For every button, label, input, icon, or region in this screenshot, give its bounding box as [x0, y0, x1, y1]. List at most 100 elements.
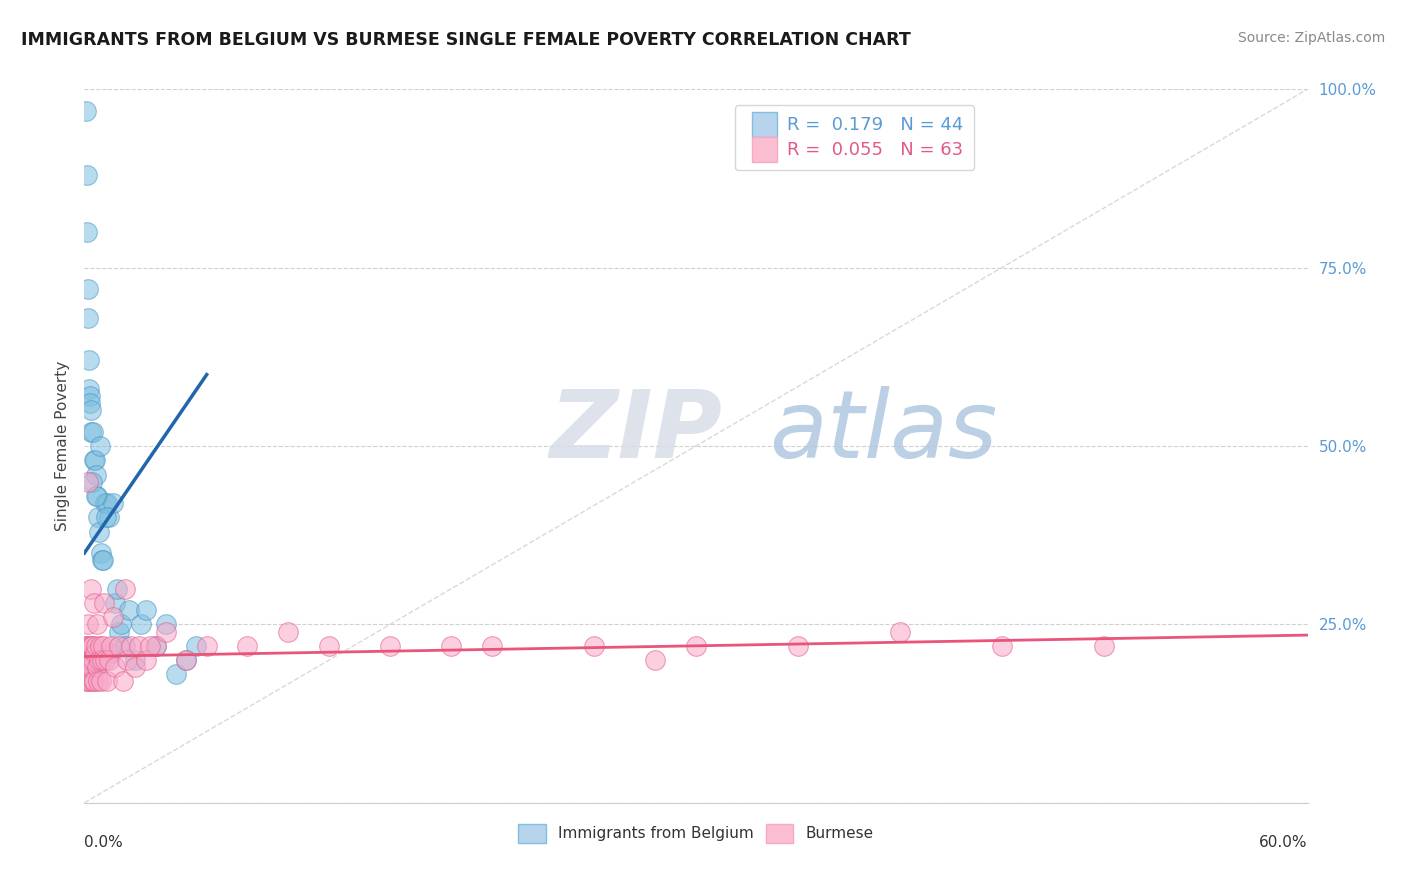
Point [114, 582, 136, 596]
Point [87, 653, 110, 667]
Point [86, 617, 108, 632]
Point [101, 496, 124, 510]
Point [80, 425, 103, 439]
Point [174, 653, 197, 667]
Point [79, 639, 101, 653]
Point [186, 639, 208, 653]
Point [77, 674, 100, 689]
Point [277, 624, 299, 639]
Point [83, 596, 105, 610]
Point [124, 653, 146, 667]
Point [87, 524, 110, 539]
Point [787, 639, 810, 653]
Point [77, 282, 100, 296]
Point [91, 639, 114, 653]
Point [94, 510, 117, 524]
Text: ZIP: ZIP [550, 385, 723, 478]
Point [138, 639, 160, 653]
Point [155, 624, 177, 639]
Point [80, 639, 103, 653]
Point [79, 389, 101, 403]
Point [128, 639, 150, 653]
Point [380, 639, 402, 653]
Point [86, 660, 108, 674]
Point [174, 653, 197, 667]
Point [135, 603, 157, 617]
Point [79, 396, 101, 410]
Point [120, 639, 142, 653]
Point [889, 624, 911, 639]
Text: Source: ZipAtlas.com: Source: ZipAtlas.com [1237, 31, 1385, 45]
Point [90, 674, 112, 689]
Text: atlas: atlas [769, 386, 998, 477]
Point [644, 653, 666, 667]
Point [83, 453, 105, 467]
Point [97, 653, 120, 667]
Point [104, 660, 127, 674]
Point [77, 310, 100, 325]
Point [110, 617, 132, 632]
Point [83, 674, 105, 689]
Point [236, 639, 259, 653]
Point [90, 553, 112, 567]
Point [90, 546, 112, 560]
Point [79, 382, 101, 396]
Point [80, 660, 103, 674]
Point [91, 553, 114, 567]
Point [101, 610, 124, 624]
Point [75, 653, 97, 667]
Point [145, 639, 167, 653]
Point [89, 439, 111, 453]
Point [195, 639, 218, 653]
Y-axis label: Single Female Poverty: Single Female Poverty [55, 361, 70, 531]
Point [76, 475, 98, 489]
Point [82, 425, 104, 439]
Point [481, 639, 503, 653]
Point [80, 582, 103, 596]
Point [82, 653, 104, 667]
Text: 0.0%: 0.0% [84, 835, 124, 850]
Point [83, 453, 105, 467]
Point [90, 653, 112, 667]
Point [105, 582, 128, 596]
Point [75, 639, 97, 653]
Point [118, 603, 141, 617]
Point [93, 496, 115, 510]
Legend: Immigrants from Belgium, Burmese: Immigrants from Belgium, Burmese [512, 818, 880, 848]
Point [80, 403, 103, 417]
Point [84, 489, 107, 503]
Point [96, 496, 118, 510]
Point [82, 639, 104, 653]
Point [86, 674, 108, 689]
Point [131, 617, 153, 632]
Point [77, 617, 100, 632]
Point [84, 639, 107, 653]
Point [108, 624, 131, 639]
Point [124, 660, 146, 674]
Point [165, 667, 187, 681]
Point [155, 617, 177, 632]
Point [112, 674, 135, 689]
Point [440, 639, 463, 653]
Point [77, 353, 100, 368]
Point [76, 168, 98, 182]
Point [76, 225, 98, 239]
Point [318, 639, 340, 653]
Point [583, 639, 606, 653]
Point [685, 639, 707, 653]
Point [96, 674, 118, 689]
Point [104, 596, 127, 610]
Point [76, 639, 98, 653]
Point [135, 653, 157, 667]
Point [84, 467, 107, 482]
Point [75, 103, 97, 118]
Point [108, 639, 131, 653]
Point [79, 653, 101, 667]
Point [991, 639, 1014, 653]
Point [89, 639, 111, 653]
Point [115, 653, 138, 667]
Point [75, 674, 97, 689]
Point [93, 653, 115, 667]
Point [114, 639, 136, 653]
Point [1092, 639, 1115, 653]
